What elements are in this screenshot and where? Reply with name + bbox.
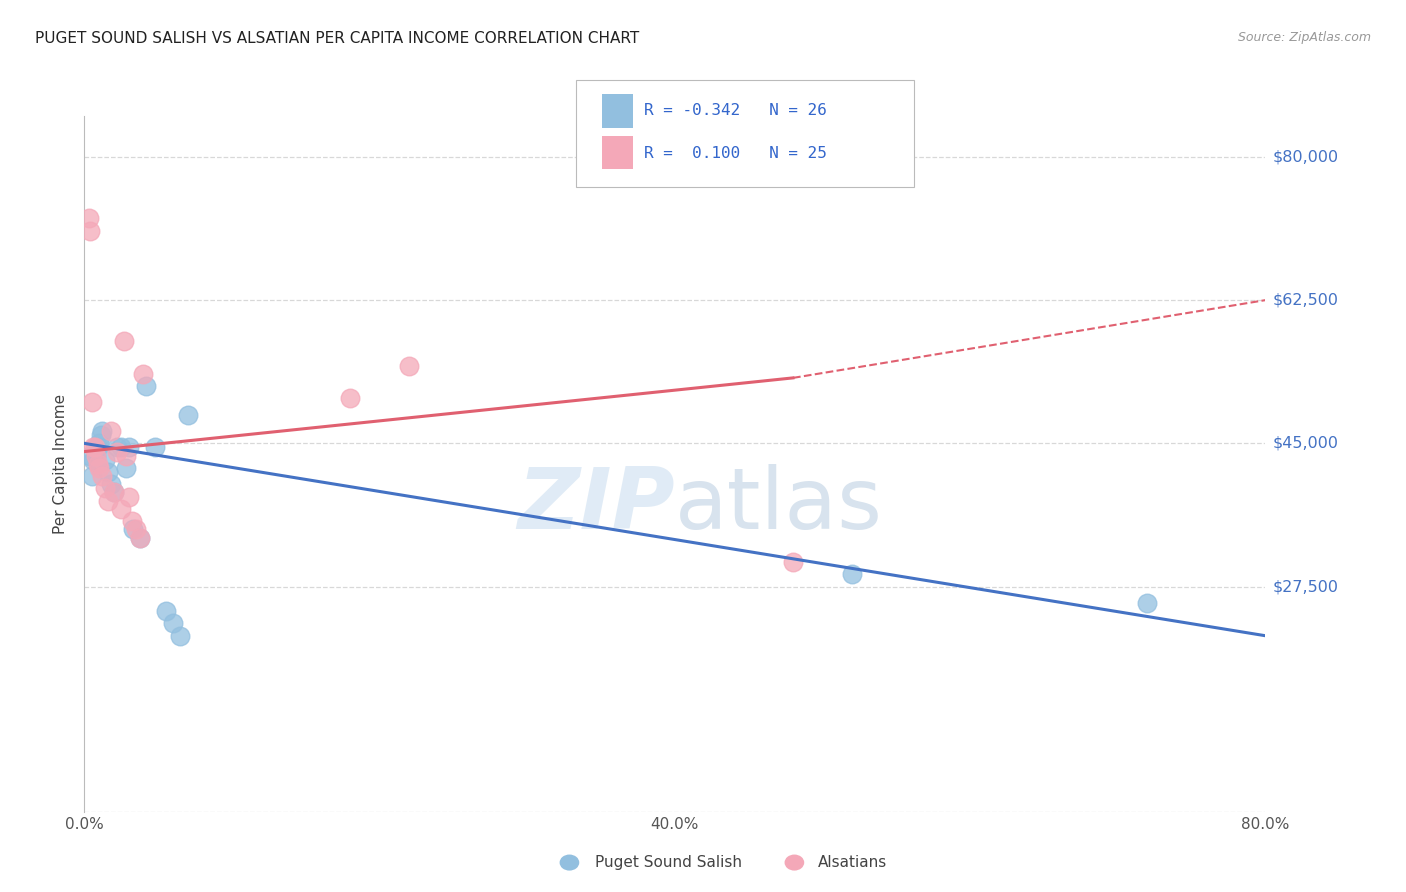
Point	[162, 616, 184, 631]
Point	[169, 629, 191, 643]
Point	[121, 514, 143, 528]
Point	[129, 531, 152, 545]
Point	[135, 379, 157, 393]
Point	[100, 477, 122, 491]
Point	[84, 449, 107, 463]
Text: Alsatians: Alsatians	[818, 855, 887, 870]
Point	[100, 424, 122, 438]
Point	[91, 469, 114, 483]
Point	[79, 449, 101, 463]
Point	[86, 441, 108, 455]
Point	[94, 482, 117, 496]
Text: $80,000: $80,000	[1272, 149, 1339, 164]
Point	[80, 395, 103, 409]
Point	[103, 485, 125, 500]
Point	[143, 441, 166, 455]
Point	[132, 367, 155, 381]
Point	[398, 359, 420, 373]
Point	[77, 211, 100, 226]
Point	[114, 449, 136, 463]
Text: $45,000: $45,000	[1272, 436, 1339, 450]
Point	[112, 334, 135, 348]
Point	[86, 457, 108, 471]
Point	[105, 441, 128, 455]
Point	[103, 485, 125, 500]
Point	[105, 444, 128, 458]
Point	[83, 441, 105, 455]
Point	[90, 428, 112, 442]
Y-axis label: Per Capita Income: Per Capita Income	[53, 393, 69, 534]
Text: $27,500: $27,500	[1272, 579, 1339, 594]
Point	[87, 461, 111, 475]
Text: ZIP: ZIP	[517, 464, 675, 547]
Point	[118, 490, 141, 504]
Point	[177, 408, 200, 422]
Point	[125, 522, 148, 536]
Text: R =  0.100   N = 25: R = 0.100 N = 25	[644, 146, 827, 161]
Point	[110, 441, 132, 455]
Point	[841, 567, 863, 582]
Point	[97, 493, 120, 508]
Point	[82, 441, 104, 455]
Point	[79, 223, 101, 237]
Point	[129, 531, 152, 545]
Text: atlas: atlas	[675, 464, 883, 547]
Point	[1136, 596, 1159, 610]
Point	[94, 452, 117, 467]
Text: Source: ZipAtlas.com: Source: ZipAtlas.com	[1237, 31, 1371, 45]
Point	[97, 465, 120, 479]
Point	[114, 461, 136, 475]
Point	[118, 441, 141, 455]
Point	[339, 392, 361, 406]
Text: $62,500: $62,500	[1272, 293, 1339, 308]
Point	[110, 501, 132, 516]
Point	[91, 424, 114, 438]
Text: R = -0.342   N = 26: R = -0.342 N = 26	[644, 103, 827, 118]
Point	[80, 469, 103, 483]
Point	[87, 436, 111, 450]
Point	[122, 522, 145, 536]
Text: PUGET SOUND SALISH VS ALSATIAN PER CAPITA INCOME CORRELATION CHART: PUGET SOUND SALISH VS ALSATIAN PER CAPIT…	[35, 31, 640, 46]
Text: Puget Sound Salish: Puget Sound Salish	[595, 855, 742, 870]
Point	[782, 555, 804, 569]
Point	[155, 604, 177, 618]
Point	[84, 449, 107, 463]
Point	[82, 452, 104, 467]
